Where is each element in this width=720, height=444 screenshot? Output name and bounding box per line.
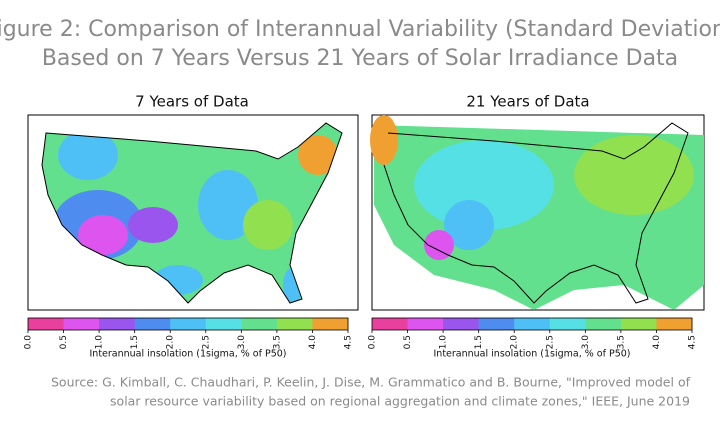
colorbar-label: Interannual insolation (1sigma, % of P50… (90, 349, 287, 360)
colorbar-segment (620, 318, 657, 330)
colorbar-segment (312, 318, 349, 330)
colorbar-segment (28, 318, 65, 330)
colorbar-tick-label: 0.5 (403, 335, 413, 349)
source-line: solar resource variability based on regi… (110, 394, 690, 409)
map-21-years (370, 114, 705, 311)
panel-title: 7 Years of Data (135, 93, 249, 111)
colorbar-tick-label: 0.0 (24, 335, 34, 350)
colorbar-segment (407, 318, 444, 330)
colorbar-tick-label: 2.0 (166, 335, 176, 350)
colorbar-tick-label: 2.5 (545, 335, 555, 349)
colorbar-segment (443, 318, 480, 330)
colorbar-label: Interannual insolation (1sigma, % of P50… (434, 349, 631, 360)
colorbar-segment (514, 318, 551, 330)
colorbar-segment (63, 318, 100, 330)
colorbar-tick-label: 3.0 (581, 335, 591, 350)
colorbar-segment (478, 318, 515, 330)
title-line: Based on 7 Years Versus 21 Years of Sola… (42, 46, 678, 71)
colorbar-frame (27, 317, 349, 331)
panel-title: 21 Years of Data (466, 93, 589, 111)
map-7-years (27, 114, 359, 311)
colorbar-tick-label: 4.5 (688, 335, 698, 349)
colorbar-segment (134, 318, 171, 330)
colorbar-tick-label: 2.5 (201, 335, 211, 349)
colorbar-tick-label: 3.5 (616, 335, 626, 349)
colorbar: 0.0 0.5 1.0 1.5 2.0 2.5 3.0 3.5 4.0 4.5 Interannua… (24, 317, 354, 360)
colorbar-segment (585, 318, 622, 330)
colorbar-tick-label: 3.5 (272, 335, 282, 349)
colorbar-frame (371, 317, 693, 331)
colorbar-tick-label: 2.0 (510, 335, 520, 350)
colorbar-tick-label: 4.0 (308, 335, 318, 350)
colorbar-segment (549, 318, 586, 330)
colorbar-tick-label: 0.0 (368, 335, 378, 350)
colorbar-tick-label: 3.0 (237, 335, 247, 350)
colorbar-tick-label: 0.5 (59, 335, 69, 349)
colorbar: 0.0 0.5 1.0 1.5 2.0 2.5 3.0 3.5 4.0 4.5 Interannua… (368, 317, 698, 360)
colorbar-tick-label: 1.5 (130, 335, 140, 349)
title-line: Figure 2: Comparison of Interannual Vari… (0, 17, 720, 42)
colorbar-segment (205, 318, 242, 330)
colorbar-tick-label: 1.5 (474, 335, 484, 349)
colorbar-tick-label: 1.0 (95, 335, 105, 350)
colorbar-segment (99, 318, 136, 330)
colorbar-segment (170, 318, 207, 330)
colorbar-tick-label: 4.5 (344, 335, 354, 349)
source-line: Source: G. Kimball, C. Chaudhari, P. Kee… (51, 375, 691, 390)
colorbar-segment (241, 318, 278, 330)
colorbar-tick-label: 1.0 (439, 335, 449, 350)
colorbar-segment (656, 318, 693, 330)
colorbar-segment (372, 318, 409, 330)
colorbar-tick-label: 4.0 (652, 335, 662, 350)
colorbar-segment (276, 318, 313, 330)
